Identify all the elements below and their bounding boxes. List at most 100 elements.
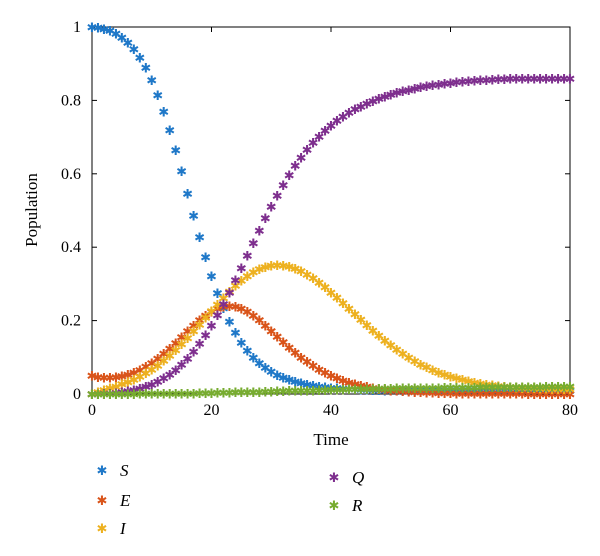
data-point: ✱ (541, 382, 552, 397)
data-point: ✱ (308, 380, 319, 395)
data-point: ✱ (385, 384, 396, 399)
data-point: ✱ (200, 387, 211, 402)
data-point: ✱ (457, 387, 468, 402)
data-point: ✱ (332, 382, 343, 397)
data-point: ✱ (409, 355, 420, 370)
data-point: ✱ (541, 381, 552, 396)
data-point: ✱ (212, 302, 223, 317)
data-point: ✱ (230, 301, 241, 316)
data-point: ✱ (206, 319, 217, 334)
data-point: ✱ (367, 384, 378, 399)
data-point: ✱ (236, 386, 247, 401)
data-point: ✱ (308, 384, 319, 399)
data-point: ✱ (230, 386, 241, 401)
data-point: ✱ (445, 385, 456, 400)
data-point: ✱ (290, 160, 301, 175)
data-point: ✱ (439, 385, 450, 400)
data-point: ✱ (499, 385, 510, 400)
data-point: ✱ (260, 319, 271, 334)
data-point: ✱ (505, 73, 516, 88)
data-point: ✱ (349, 383, 360, 398)
data-point: ✱ (409, 385, 420, 400)
data-point: ✱ (367, 382, 378, 397)
data-point: ✱ (349, 378, 360, 393)
legend-marker: ✱ (97, 494, 108, 509)
data-point: ✱ (320, 384, 331, 399)
legend-marker: ✱ (97, 522, 108, 537)
data-point: ✱ (481, 385, 492, 400)
x-tick-label: 80 (562, 402, 578, 419)
data-point: ✱ (140, 381, 151, 396)
data-point: ✱ (493, 385, 504, 400)
data-point: ✱ (481, 378, 492, 393)
y-tick-label: 1 (73, 19, 81, 36)
data-point: ✱ (361, 383, 372, 398)
data-point: ✱ (128, 366, 139, 381)
data-point: ✱ (122, 388, 133, 403)
series-e: ✱✱✱✱✱✱✱✱✱✱✱✱✱✱✱✱✱✱✱✱✱✱✱✱✱✱✱✱✱✱✱✱✱✱✱✱✱✱✱✱… (87, 300, 576, 403)
data-point: ✱ (290, 376, 301, 391)
data-point: ✱ (314, 130, 325, 145)
data-point: ✱ (481, 388, 492, 403)
data-point: ✱ (176, 338, 187, 353)
data-point: ✱ (332, 384, 343, 399)
data-point: ✱ (326, 370, 337, 385)
data-point: ✱ (457, 374, 468, 389)
data-point: ✱ (391, 382, 402, 397)
data-point: ✱ (421, 80, 432, 95)
data-point: ✱ (182, 332, 193, 347)
data-point: ✱ (134, 364, 145, 379)
data-point: ✱ (433, 387, 444, 402)
data-point: ✱ (164, 349, 175, 364)
data-point: ✱ (457, 381, 468, 396)
data-point: ✱ (128, 384, 139, 399)
series-r: ✱✱✱✱✱✱✱✱✱✱✱✱✱✱✱✱✱✱✱✱✱✱✱✱✱✱✱✱✱✱✱✱✱✱✱✱✱✱✱✱… (87, 381, 576, 403)
data-point: ✱ (272, 369, 283, 384)
data-point: ✱ (403, 351, 414, 366)
data-point: ✱ (523, 388, 534, 403)
data-point: ✱ (326, 384, 337, 399)
data-point: ✱ (224, 300, 235, 315)
data-point: ✱ (170, 387, 181, 402)
data-point: ✱ (391, 385, 402, 400)
data-point: ✱ (302, 144, 313, 159)
data-point: ✱ (547, 72, 558, 87)
data-point: ✱ (116, 388, 127, 403)
data-point: ✱ (278, 179, 289, 194)
data-point: ✱ (152, 89, 163, 104)
data-point: ✱ (355, 383, 366, 398)
data-point: ✱ (535, 385, 546, 400)
data-point: ✱ (475, 377, 486, 392)
data-point: ✱ (427, 385, 438, 400)
data-point: ✱ (320, 281, 331, 296)
data-point: ✱ (248, 351, 259, 366)
data-point: ✱ (439, 369, 450, 384)
legend-marker: ✱ (329, 471, 340, 486)
legend-item-s: ✱ S (97, 461, 129, 480)
data-point: ✱ (176, 331, 187, 346)
data-point: ✱ (254, 224, 265, 239)
data-point: ✱ (320, 124, 331, 139)
data-point: ✱ (278, 260, 289, 275)
data-point: ✱ (559, 388, 570, 403)
data-point: ✱ (194, 319, 205, 334)
data-point: ✱ (409, 82, 420, 97)
data-point: ✱ (302, 356, 313, 371)
data-point: ✱ (87, 21, 98, 36)
data-point: ✱ (355, 384, 366, 399)
data-point: ✱ (326, 119, 337, 134)
data-point: ✱ (481, 381, 492, 396)
data-point: ✱ (308, 137, 319, 152)
data-point: ✱ (343, 302, 354, 317)
data-point: ✱ (182, 387, 193, 402)
data-point: ✱ (337, 297, 348, 312)
data-point: ✱ (218, 387, 229, 402)
data-point: ✱ (433, 366, 444, 381)
data-point: ✱ (487, 73, 498, 88)
data-point: ✱ (158, 355, 169, 370)
data-point: ✱ (403, 382, 414, 397)
data-point: ✱ (308, 272, 319, 287)
data-point: ✱ (463, 387, 474, 402)
data-point: ✱ (559, 383, 570, 398)
data-point: ✱ (212, 309, 223, 324)
